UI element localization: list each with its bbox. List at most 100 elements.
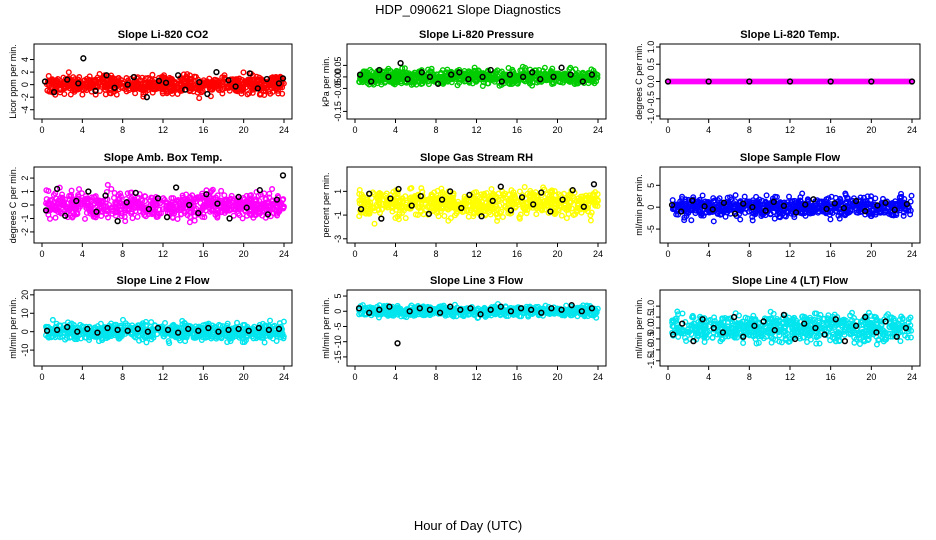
- data-point: [102, 192, 109, 199]
- scatter-point: [46, 82, 53, 89]
- scatter-point: [428, 65, 435, 72]
- data-point: [780, 202, 788, 210]
- data-point: [465, 76, 472, 83]
- scatter-point: [857, 204, 864, 211]
- scatter-point: [97, 320, 104, 327]
- scatter-point: [240, 69, 247, 76]
- scatter-point: [169, 332, 176, 339]
- scatter-point: [52, 207, 59, 214]
- scatter-point: [682, 198, 689, 205]
- y-axis-label: Licor ppm per min.: [8, 44, 18, 119]
- scatter-point: [836, 215, 843, 222]
- chart-title: Slope Line 2 Flow: [117, 275, 210, 287]
- scatter-point: [254, 201, 261, 208]
- scatter-point: [425, 66, 432, 73]
- x-tick-label: 24: [279, 249, 289, 259]
- y-tick-label: 0.5: [646, 58, 656, 71]
- scatter-point: [450, 192, 457, 199]
- data-point: [203, 191, 210, 198]
- scatter-point: [149, 71, 156, 78]
- scatter-point: [139, 197, 146, 204]
- scatter-point: [233, 202, 240, 209]
- scatter-point: [465, 213, 472, 220]
- scatter-point: [763, 192, 770, 199]
- data-point: [232, 83, 239, 90]
- data-point: [466, 191, 473, 199]
- scatter-point: [466, 69, 473, 76]
- x-tick-label: 16: [512, 125, 522, 135]
- data-point: [155, 77, 163, 85]
- scatter-point: [376, 190, 383, 197]
- scatter-point: [574, 205, 581, 212]
- scatter-point: [261, 190, 268, 197]
- x-tick-label: 24: [279, 125, 289, 135]
- scatter-points: [43, 316, 287, 347]
- scatter-point: [199, 194, 206, 201]
- data-point: [163, 213, 171, 221]
- x-tick-label: 8: [747, 249, 752, 259]
- scatter-point: [787, 204, 794, 211]
- scatter-point: [688, 217, 695, 224]
- scatter-point: [797, 198, 804, 205]
- scatter-point: [420, 78, 427, 85]
- scatter-point: [192, 198, 199, 205]
- scatter-point: [269, 186, 276, 193]
- x-tick-label: 4: [80, 249, 85, 259]
- data-point: [550, 73, 557, 81]
- scatter-point: [438, 203, 445, 210]
- scatter-point: [49, 202, 56, 209]
- x-tick-label: 16: [826, 125, 836, 135]
- scatter-point: [240, 321, 247, 328]
- scatter-point: [268, 82, 275, 89]
- data-point: [185, 325, 192, 333]
- data-point: [385, 73, 392, 81]
- scatter-point: [45, 188, 52, 195]
- scatter-point: [439, 75, 446, 82]
- data-point: [196, 78, 203, 86]
- scatter-point: [700, 212, 707, 219]
- chart-title: Slope Amb. Box Temp.: [104, 152, 223, 164]
- scatter-point: [90, 194, 97, 201]
- y-axis-label: ml/min per min.: [634, 174, 644, 236]
- data-point: [164, 326, 172, 333]
- scatter-point: [122, 218, 129, 225]
- data-point: [162, 79, 170, 86]
- scatter-point: [200, 202, 207, 209]
- scatter-point: [470, 210, 477, 217]
- y-tick-label: 1.0: [646, 41, 656, 54]
- scatter-point: [89, 77, 96, 84]
- data-point: [664, 78, 672, 85]
- scatter-point: [219, 86, 226, 93]
- scatter-point: [900, 212, 907, 219]
- scatter-point: [795, 198, 802, 205]
- scatter-point: [182, 320, 189, 327]
- scatter-point: [134, 213, 141, 220]
- x-tick-label: 4: [706, 125, 711, 135]
- x-tick-label: 4: [393, 125, 398, 135]
- data-point: [746, 78, 753, 85]
- scatter-point: [239, 339, 246, 346]
- data-point: [740, 200, 747, 207]
- scatter-point: [110, 75, 117, 82]
- scatter-point: [705, 199, 712, 206]
- data-point: [195, 209, 202, 217]
- scatter-point: [414, 78, 421, 85]
- scatter-point: [486, 197, 493, 204]
- scatter-point: [218, 187, 225, 194]
- data-point: [132, 189, 139, 197]
- data-point: [50, 89, 58, 96]
- data-point: [186, 201, 193, 209]
- scatter-point: [478, 191, 485, 198]
- scatter-point: [208, 200, 215, 207]
- data-point: [368, 78, 375, 85]
- scatter-point: [227, 195, 234, 202]
- scatter-point: [364, 209, 371, 216]
- data-point: [62, 212, 69, 219]
- scatter-point: [106, 202, 113, 209]
- scatter-point: [496, 209, 503, 216]
- scatter-point: [264, 199, 271, 206]
- scatter-point: [508, 187, 515, 194]
- data-point: [705, 78, 712, 85]
- scatter-point: [471, 64, 478, 71]
